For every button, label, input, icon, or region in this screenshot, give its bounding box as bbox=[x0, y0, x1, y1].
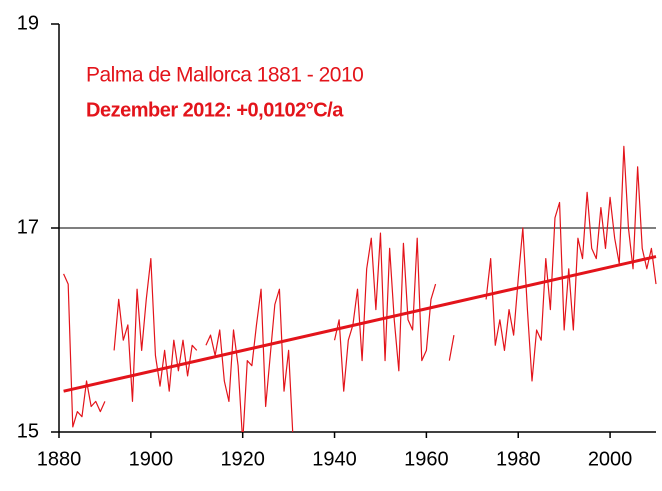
x-tick-label: 1880 bbox=[37, 448, 82, 470]
y-tick-label: 15 bbox=[17, 420, 39, 442]
trend-line bbox=[63, 255, 657, 393]
chart-title: Palma de Mallorca 1881 - 2010 bbox=[86, 64, 363, 87]
x-tick-label: 1940 bbox=[312, 448, 357, 470]
chart-subtitle: Dezember 2012: +0,0102°C/a bbox=[86, 99, 344, 121]
x-tick-label: 1980 bbox=[496, 448, 541, 470]
x-tick-label: 1960 bbox=[404, 448, 449, 470]
data-line bbox=[63, 145, 657, 432]
x-tick-label: 1900 bbox=[129, 448, 174, 470]
x-tick-label: 2000 bbox=[588, 448, 633, 470]
x-tick-label: 1920 bbox=[220, 448, 265, 470]
y-tick-label: 19 bbox=[17, 12, 39, 34]
y-tick-label: 17 bbox=[17, 216, 39, 238]
